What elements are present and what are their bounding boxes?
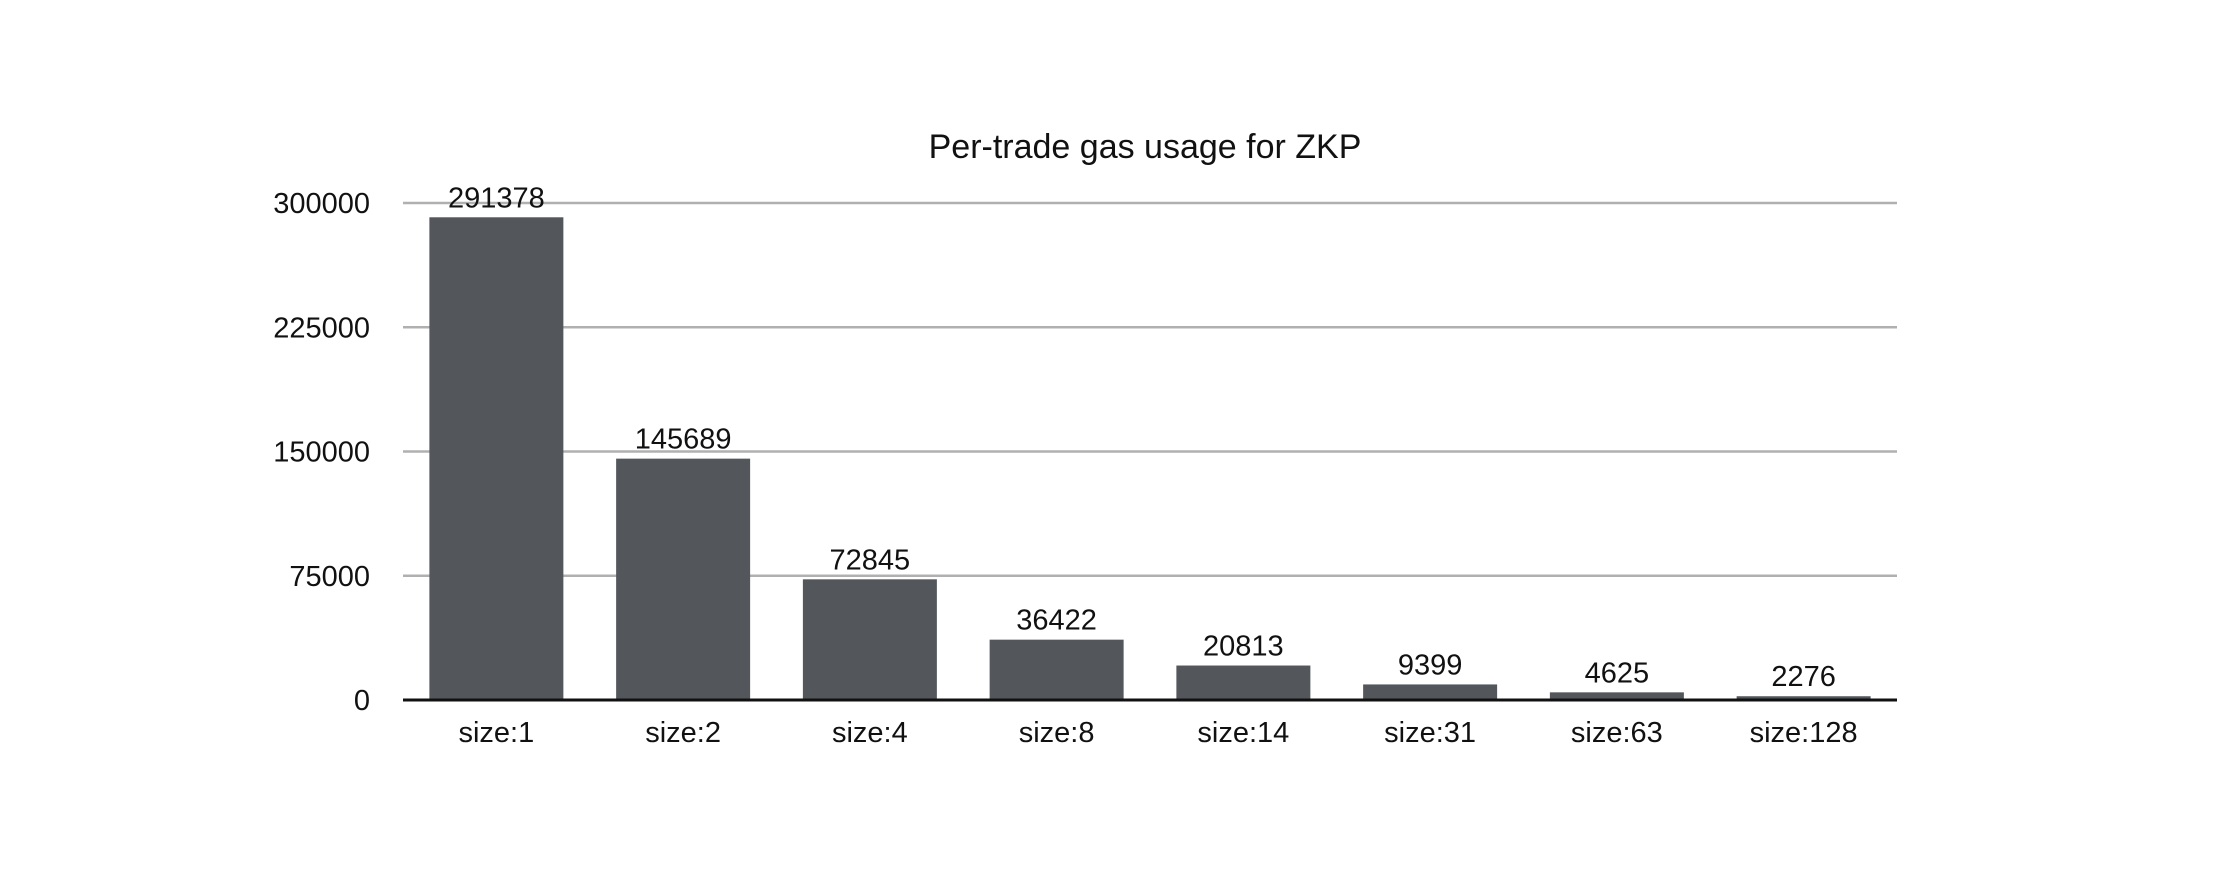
bar xyxy=(1549,692,1684,700)
bar xyxy=(989,639,1124,700)
y-tick-label: 150000 xyxy=(273,437,370,469)
x-category-label: size:14 xyxy=(1197,717,1289,749)
bar-value-label: 4625 xyxy=(1585,657,1650,689)
data-labels: 291378 145689 72845 36422 20813 9399 4625 2276 xyxy=(448,182,1836,693)
y-tick-label: 75000 xyxy=(289,561,370,593)
bar xyxy=(1736,696,1871,700)
y-tick-label: 300000 xyxy=(273,188,370,220)
x-axis-category-labels: size:1 size:2 size:4 size:8 size:14 size:31 si… xyxy=(458,717,1857,749)
gridlines xyxy=(403,201,1897,577)
bar-value-label: 291378 xyxy=(448,182,545,214)
bar-value-label: 2276 xyxy=(1771,661,1836,693)
x-category-label: size:8 xyxy=(1019,717,1095,749)
bars xyxy=(429,217,1871,700)
bar-value-label: 20813 xyxy=(1203,631,1284,663)
x-category-label: size:63 xyxy=(1571,717,1663,749)
bar-value-label: 9399 xyxy=(1398,649,1463,681)
bar-value-label: 36422 xyxy=(1016,605,1097,637)
bar xyxy=(1176,665,1311,700)
bar-value-label: 145689 xyxy=(635,424,732,456)
y-tick-label: 225000 xyxy=(273,312,370,344)
x-category-label: size:2 xyxy=(645,717,721,749)
chart-title: Per-trade gas usage for ZKP xyxy=(929,128,1362,166)
y-tick-label: 0 xyxy=(354,685,370,717)
bar xyxy=(429,217,564,700)
bar-value-label: 72845 xyxy=(830,544,911,576)
bar xyxy=(616,458,751,700)
x-category-label: size:128 xyxy=(1750,717,1858,749)
bar xyxy=(1363,684,1498,700)
y-axis-tick-labels: 0 75000 150000 225000 300000 xyxy=(273,188,370,717)
x-category-label: size:31 xyxy=(1384,717,1476,749)
x-category-label: size:1 xyxy=(458,717,534,749)
bar xyxy=(802,579,937,700)
x-category-label: size:4 xyxy=(832,717,908,749)
